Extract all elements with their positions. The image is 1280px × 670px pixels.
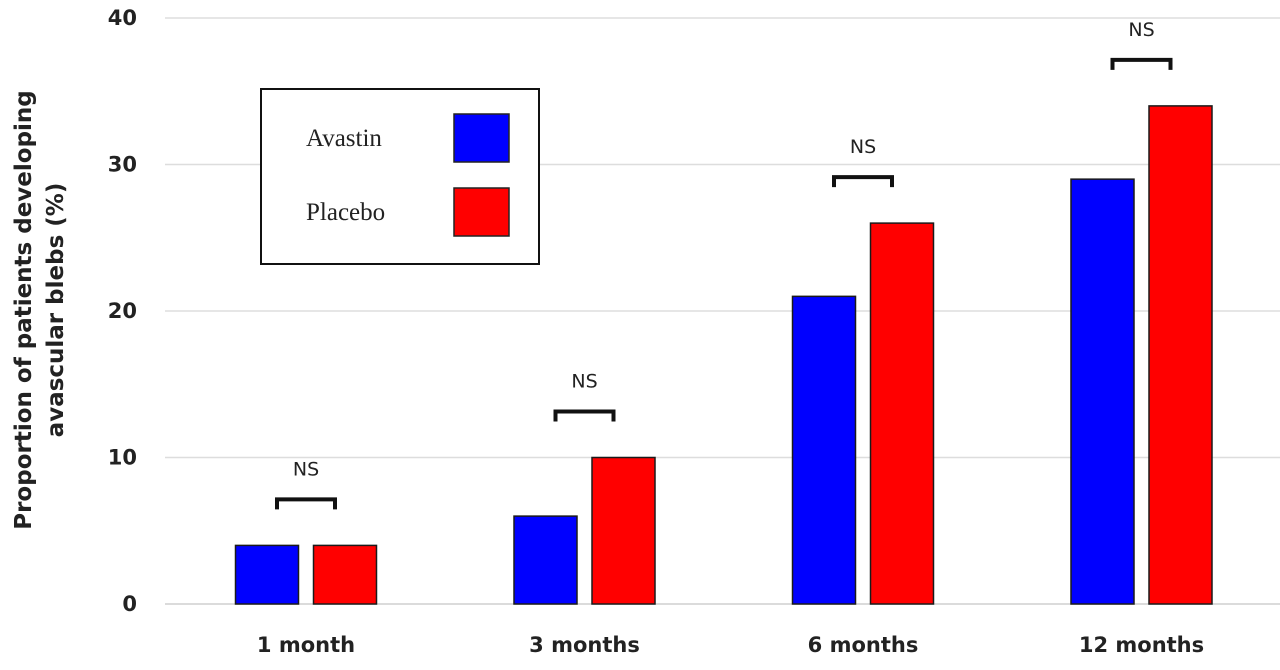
legend-label-avastin: Avastin: [306, 125, 382, 152]
x-tick-label: 3 months: [529, 633, 640, 657]
ns-label: NS: [293, 458, 319, 480]
ns-label: NS: [1128, 19, 1154, 41]
y-axis-ticks: 0 10 20 30 40: [108, 6, 137, 616]
bar-avastin-2: [513, 515, 578, 605]
x-tick-label: 6 months: [808, 633, 919, 657]
x-tick-label: 12 months: [1079, 633, 1204, 657]
bar-placebo-1: [312, 544, 378, 605]
significance-bracket: [832, 175, 894, 188]
legend-label-placebo: Placebo: [306, 199, 385, 226]
ns-label: NS: [571, 371, 597, 393]
y-tick-label: 40: [108, 6, 137, 30]
legend-swatch-avastin: [453, 113, 510, 163]
bar-placebo-4: [1148, 105, 1213, 605]
y-axis-title-line-1: Proportion of patients developing: [11, 90, 37, 530]
bar-avastin-3: [791, 295, 857, 605]
ns-label: NS: [850, 136, 876, 158]
y-axis-title-line-2: avascular blebs (%): [43, 183, 69, 438]
bar-placebo-2: [591, 456, 656, 605]
significance-bracket: [553, 409, 616, 422]
x-tick-label: 1 month: [257, 633, 355, 657]
significance-bracket: [275, 497, 337, 510]
bars: [234, 105, 1213, 605]
significance-bracket: [1110, 57, 1173, 70]
y-tick-label: 10: [108, 446, 137, 470]
bar-avastin-1: [234, 544, 300, 605]
y-axis-title: Proportion of patients developing avascu…: [11, 90, 69, 530]
bar-avastin-4: [1070, 178, 1135, 605]
significance-annotations: NS NS NS NS: [275, 19, 1173, 510]
legend: Avastin Placebo: [260, 88, 540, 265]
bar-placebo-3: [869, 222, 935, 605]
y-tick-label: 20: [108, 299, 137, 323]
y-tick-label: 30: [108, 153, 137, 177]
y-tick-label: 0: [122, 592, 137, 616]
legend-swatch-placebo: [453, 187, 510, 237]
x-axis-ticks: 1 month 3 months 6 months 12 months: [257, 633, 1204, 657]
